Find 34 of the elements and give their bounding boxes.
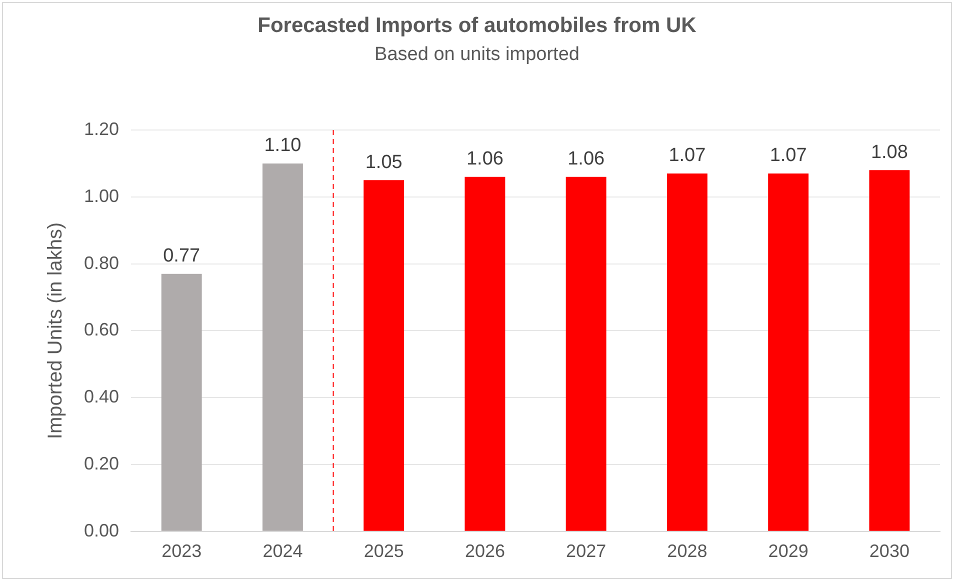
bar (566, 176, 606, 531)
bar (666, 173, 708, 531)
data-label: 1.08 (870, 142, 908, 163)
data-label: 1.06 (568, 148, 605, 170)
x-tick-label: 2029 (768, 541, 808, 562)
bar (161, 274, 202, 531)
x-tick-label: 2023 (162, 541, 202, 562)
data-label: 1.05 (365, 152, 402, 173)
bar (464, 176, 506, 531)
x-tick-label: 2028 (667, 541, 708, 562)
bar (262, 163, 303, 531)
data-label: 1.06 (466, 148, 504, 170)
bar (364, 180, 404, 531)
y-tick-label: 0.00 (84, 520, 120, 540)
y-tick-label: 0.20 (84, 453, 120, 474)
data-label: 1.10 (264, 135, 302, 156)
x-tick-label: 2025 (364, 541, 404, 562)
x-tick-label: 2026 (464, 541, 505, 562)
y-tick-label: 0.40 (84, 386, 120, 407)
y-axis-title: Imported Units (in lakhs) (44, 222, 67, 440)
data-label: 1.07 (770, 145, 807, 166)
y-tick-label: 0.80 (84, 252, 120, 273)
y-tick-label: 1.00 (84, 186, 120, 206)
data-label: 1.07 (668, 145, 706, 166)
bar (869, 170, 910, 531)
y-tick-label: 1.20 (84, 118, 120, 139)
y-tick-label: 0.60 (84, 320, 120, 340)
chart-subtitle: Based on units imported (374, 44, 580, 66)
x-tick-label: 2024 (262, 541, 303, 562)
x-tick-label: 2030 (869, 541, 910, 562)
data-label: 0.77 (163, 246, 200, 267)
chart-title: Forecasted Imports of automobiles from UK (256, 14, 698, 38)
bar (768, 173, 809, 531)
x-tick-label: 2027 (566, 541, 606, 562)
